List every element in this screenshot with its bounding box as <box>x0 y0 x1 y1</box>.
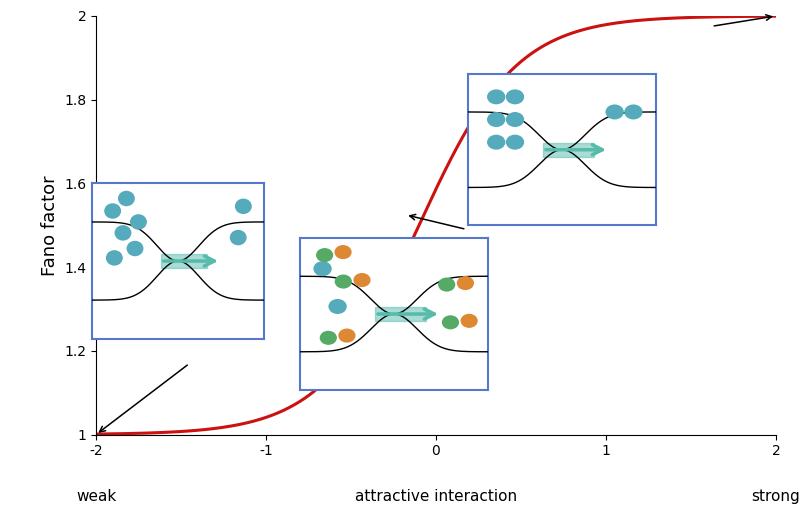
Circle shape <box>606 105 623 119</box>
Text: strong: strong <box>752 489 800 504</box>
Circle shape <box>488 90 505 104</box>
Circle shape <box>506 90 523 104</box>
Circle shape <box>438 278 454 291</box>
Circle shape <box>506 135 523 149</box>
Circle shape <box>115 226 130 240</box>
Circle shape <box>106 251 122 265</box>
FancyArrow shape <box>161 254 207 268</box>
Circle shape <box>339 329 354 342</box>
Circle shape <box>230 231 246 245</box>
Circle shape <box>317 249 333 261</box>
Circle shape <box>329 299 346 313</box>
Circle shape <box>488 135 505 149</box>
Circle shape <box>314 262 331 276</box>
Circle shape <box>625 105 642 119</box>
Circle shape <box>354 273 370 286</box>
Circle shape <box>118 191 134 206</box>
Circle shape <box>130 215 146 229</box>
FancyArrow shape <box>543 143 594 156</box>
Circle shape <box>335 275 351 288</box>
Circle shape <box>458 277 474 289</box>
Circle shape <box>462 314 477 327</box>
FancyArrow shape <box>375 307 426 321</box>
Circle shape <box>442 316 458 329</box>
Text: weak: weak <box>76 489 116 504</box>
Circle shape <box>488 113 505 126</box>
Circle shape <box>236 199 251 214</box>
Circle shape <box>335 246 351 259</box>
Text: attractive interaction: attractive interaction <box>355 489 517 504</box>
Y-axis label: Fano factor: Fano factor <box>41 175 58 276</box>
Circle shape <box>127 242 142 255</box>
Circle shape <box>321 331 336 344</box>
Circle shape <box>105 204 120 218</box>
Circle shape <box>506 113 523 126</box>
